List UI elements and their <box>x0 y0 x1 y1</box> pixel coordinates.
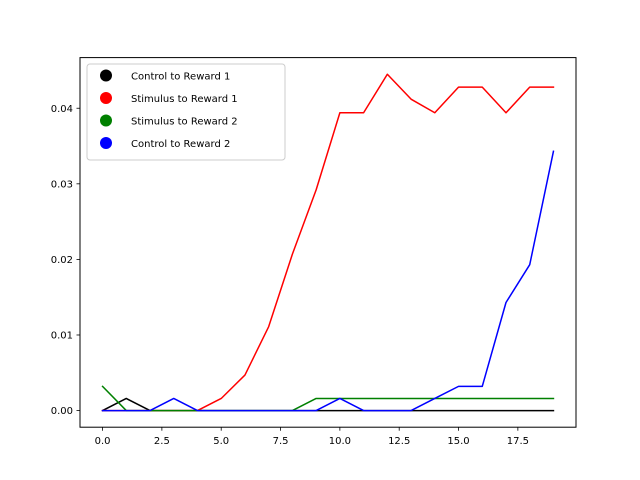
y-tick-label: 0.02 <box>51 255 73 266</box>
y-axis: 0.00 0.01 0.02 0.03 0.04 <box>51 104 80 417</box>
x-tick-label: 7.5 <box>273 436 289 447</box>
series-layer <box>101 73 555 412</box>
x-tick-label: 0.0 <box>95 436 111 447</box>
x-axis: 0.0 2.5 5.0 7.5 10.0 12.5 15.0 17.5 <box>95 427 529 447</box>
legend-marker <box>100 92 112 104</box>
x-tick-label: 12.5 <box>388 436 410 447</box>
y-tick-label: 0.03 <box>51 179 73 190</box>
legend-marker <box>100 137 112 149</box>
legend-label: Control to Reward 2 <box>131 139 230 150</box>
plot-frame <box>79 57 577 428</box>
legend-label: Control to Reward 1 <box>131 72 230 83</box>
x-tick-label: 10.0 <box>329 436 351 447</box>
legend-marker <box>100 69 112 82</box>
legend-marker <box>100 114 112 127</box>
x-tick-label: 15.0 <box>447 436 469 447</box>
y-tick-label: 0.01 <box>51 331 73 342</box>
legend-label: Stimulus to Reward 1 <box>131 94 238 105</box>
legend: Control to Reward 1 Stimulus to Reward 1 S… <box>86 63 286 161</box>
x-tick-label: 17.5 <box>507 436 529 447</box>
x-tick-label: 2.5 <box>154 436 170 447</box>
legend-label: Stimulus to Reward 2 <box>131 117 238 128</box>
legend-box <box>86 63 286 161</box>
x-tick-label: 5.0 <box>213 436 229 447</box>
series-line-4 <box>101 150 555 412</box>
series-line-3 <box>101 385 555 412</box>
y-tick-label: 0.04 <box>51 104 73 115</box>
y-tick-label: 0.00 <box>51 406 73 417</box>
